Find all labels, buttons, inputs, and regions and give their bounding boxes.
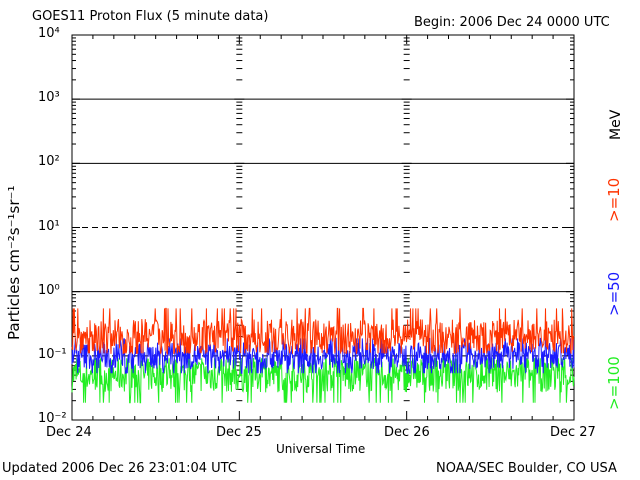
begin-time-label: Begin: 2006 Dec 24 0000 UTC [414,15,610,30]
x-tick-dec27: Dec 27 [550,425,596,440]
y-tick-label: 10¹ [38,218,60,234]
y-tick-label: 10³ [38,90,60,106]
y-tick-label: 10⁰ [38,282,60,298]
y-tick-label: 10⁴ [38,26,60,41]
x-tick-dec24: Dec 24 [46,425,92,440]
legend-entry-100: >=100 [605,356,623,410]
updated-timestamp: Updated 2006 Dec 26 23:01:04 UTC [2,461,237,476]
series-group [71,307,575,404]
series-line [71,307,575,356]
y-axis-label: Particles cm⁻²s⁻¹sr⁻¹ [5,185,23,340]
x-tick-dec26: Dec 26 [384,425,430,440]
legend-entry-50: >=50 [605,271,623,316]
y-tick-label: 10⁻² [38,411,67,426]
x-axis-label: Universal Time [276,442,366,456]
legend-entry-10: >=10 [605,177,623,222]
y-tick-label: 10² [38,154,60,170]
legend-unit-label: MeV [608,109,624,140]
x-tick-dec25: Dec 25 [216,425,262,440]
y-tick-label: 10⁻¹ [38,346,67,362]
source-credit: NOAA/SEC Boulder, CO USA [436,461,617,476]
chart-title: GOES11 Proton Flux (5 minute data) [32,9,269,24]
series-line [71,337,575,374]
